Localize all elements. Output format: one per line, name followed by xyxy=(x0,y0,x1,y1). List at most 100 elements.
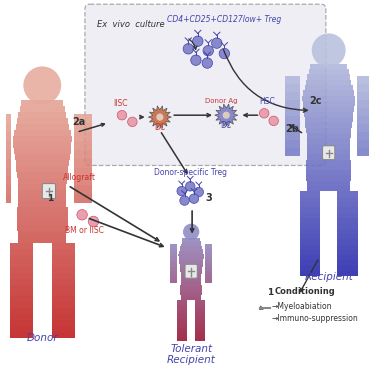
Bar xyxy=(285,100,300,108)
Bar xyxy=(52,273,75,279)
Bar xyxy=(52,267,75,273)
Bar xyxy=(177,305,187,308)
Bar xyxy=(299,191,320,197)
Bar xyxy=(306,165,351,170)
Bar xyxy=(357,148,373,156)
FancyBboxPatch shape xyxy=(185,264,197,278)
Bar xyxy=(0,114,11,123)
Bar xyxy=(10,302,33,308)
Circle shape xyxy=(177,186,186,196)
Bar xyxy=(337,250,358,255)
Bar xyxy=(74,167,92,176)
Bar xyxy=(357,140,373,148)
Bar xyxy=(181,282,201,284)
Bar xyxy=(305,85,353,91)
Bar xyxy=(0,167,11,176)
Text: Ex  vivo  culture: Ex vivo culture xyxy=(97,20,165,29)
Bar xyxy=(180,290,202,292)
Text: Allograft: Allograft xyxy=(63,173,96,182)
Bar xyxy=(299,202,320,207)
Bar xyxy=(177,333,187,336)
Bar xyxy=(299,213,320,218)
Bar xyxy=(10,297,33,302)
Bar xyxy=(357,76,373,84)
Bar xyxy=(205,267,212,271)
Bar xyxy=(308,138,350,144)
Bar xyxy=(18,184,66,190)
Bar xyxy=(337,197,358,202)
Bar xyxy=(74,132,92,141)
Text: CD4+CD25+CD127low+ Treg: CD4+CD25+CD127low+ Treg xyxy=(167,15,282,24)
Bar xyxy=(74,114,92,123)
Bar xyxy=(337,229,358,234)
Bar xyxy=(10,249,33,255)
Bar xyxy=(177,338,187,341)
Bar xyxy=(303,91,354,96)
Bar xyxy=(52,297,75,302)
Bar xyxy=(299,229,320,234)
Bar xyxy=(285,132,300,140)
Bar xyxy=(308,181,350,186)
Bar xyxy=(180,292,202,295)
Bar xyxy=(18,237,66,243)
Text: Donor: Donor xyxy=(26,333,58,343)
Bar xyxy=(16,160,69,166)
Bar xyxy=(180,287,202,290)
Bar xyxy=(306,80,351,85)
Text: 1: 1 xyxy=(267,289,273,297)
Bar xyxy=(299,197,320,202)
Bar xyxy=(285,140,300,148)
Circle shape xyxy=(189,194,199,204)
Polygon shape xyxy=(148,106,172,128)
Bar xyxy=(16,124,69,130)
Bar xyxy=(74,150,92,159)
Bar xyxy=(303,101,354,106)
Bar xyxy=(205,256,212,259)
Bar xyxy=(16,166,68,172)
Bar xyxy=(52,249,75,255)
Circle shape xyxy=(128,117,137,127)
Bar xyxy=(299,223,320,229)
Bar xyxy=(52,291,75,297)
Bar xyxy=(180,246,202,249)
Text: DC: DC xyxy=(154,123,165,132)
Bar xyxy=(195,315,205,318)
Bar xyxy=(357,84,373,92)
Bar xyxy=(195,338,205,341)
Bar xyxy=(307,133,351,138)
Bar xyxy=(181,295,201,297)
Bar xyxy=(177,323,187,326)
Circle shape xyxy=(312,33,346,67)
Text: Recipient: Recipient xyxy=(304,272,353,282)
Bar xyxy=(182,238,200,241)
Circle shape xyxy=(212,38,222,48)
Bar xyxy=(17,219,68,225)
Bar xyxy=(10,308,33,314)
Circle shape xyxy=(183,43,194,54)
Bar xyxy=(10,273,33,279)
Circle shape xyxy=(180,196,189,205)
Bar xyxy=(52,243,75,249)
Bar xyxy=(177,331,187,333)
Bar xyxy=(195,323,205,326)
Bar xyxy=(337,218,358,223)
Bar xyxy=(304,112,353,117)
Bar xyxy=(52,284,75,291)
Bar xyxy=(52,302,75,308)
Text: Tolerant
Recipient: Tolerant Recipient xyxy=(167,344,215,365)
Bar xyxy=(181,272,202,274)
Bar xyxy=(337,207,358,213)
Bar xyxy=(285,108,300,116)
Bar xyxy=(170,252,178,256)
Bar xyxy=(308,144,350,149)
Bar xyxy=(74,159,92,167)
Bar xyxy=(195,302,205,305)
Bar xyxy=(205,271,212,275)
Bar xyxy=(306,128,351,133)
Circle shape xyxy=(259,109,269,118)
Bar xyxy=(299,245,320,250)
Circle shape xyxy=(193,36,203,46)
Bar xyxy=(205,244,212,248)
Bar xyxy=(306,159,351,165)
Bar xyxy=(17,225,68,231)
